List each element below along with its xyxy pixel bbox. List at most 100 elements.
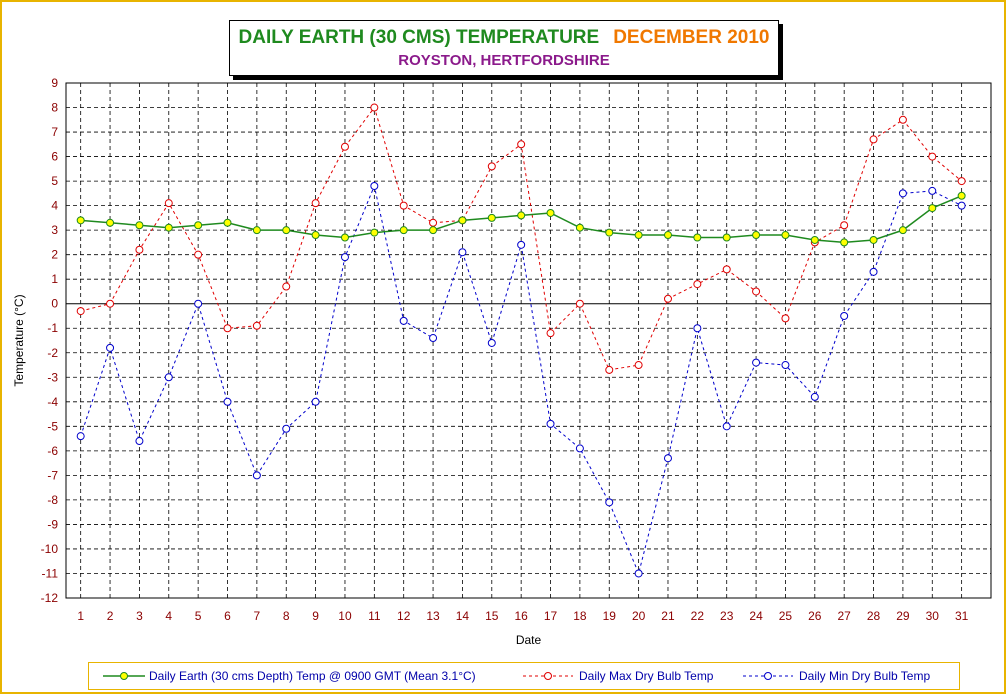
- y-tick-label: 1: [51, 272, 58, 286]
- y-tick-label: -12: [41, 591, 59, 605]
- plot-area: [66, 83, 991, 598]
- x-tick-label: 24: [749, 609, 763, 623]
- data-point-s0: [810, 235, 819, 244]
- data-point-s2: [106, 343, 115, 352]
- x-tick-label: 31: [955, 609, 969, 623]
- data-point-s1: [693, 280, 702, 289]
- chart-title-box: DAILY EARTH (30 CMS) TEMPERATURE DECEMBER…: [229, 20, 779, 76]
- data-point-s1: [722, 265, 731, 274]
- y-tick-label: 7: [51, 125, 58, 139]
- data-point-s2: [546, 419, 555, 428]
- legend-swatch-min: [743, 672, 793, 680]
- x-tick-label: 14: [456, 609, 470, 623]
- x-tick-label: 19: [603, 609, 617, 623]
- legend-swatch-earth: [103, 672, 145, 680]
- x-tick-label: 6: [224, 609, 231, 623]
- data-point-s2: [311, 397, 320, 406]
- legend-swatch-max: [523, 672, 573, 680]
- data-point-s2: [898, 189, 907, 198]
- data-point-s2: [517, 240, 526, 249]
- data-point-s0: [76, 216, 85, 225]
- data-point-s1: [840, 221, 849, 230]
- x-tick-label: 30: [926, 609, 940, 623]
- data-point-s0: [869, 235, 878, 244]
- y-tick-label: 9: [51, 76, 58, 90]
- x-tick-label: 22: [691, 609, 705, 623]
- y-tick-label: -2: [47, 346, 58, 360]
- x-tick-label: 2: [107, 609, 114, 623]
- x-tick-label: 27: [837, 609, 851, 623]
- chart-title-date: DECEMBER 2010: [613, 27, 770, 48]
- data-point-s1: [223, 324, 232, 333]
- data-point-s2: [605, 498, 614, 507]
- data-point-s2: [752, 358, 761, 367]
- data-point-s2: [458, 248, 467, 257]
- legend-item-earth: Daily Earth (30 cms Depth) Temp @ 0900 G…: [99, 663, 519, 689]
- y-tick-label: -11: [42, 566, 59, 580]
- x-tick-label: 25: [779, 609, 793, 623]
- data-point-s1: [340, 142, 349, 151]
- data-point-s0: [957, 191, 966, 200]
- y-tick-label: -5: [47, 419, 58, 433]
- data-point-s2: [840, 311, 849, 320]
- x-tick-label: 3: [136, 609, 143, 623]
- data-point-s2: [869, 267, 878, 276]
- chart-title: DAILY EARTH (30 CMS) TEMPERATURE: [238, 27, 600, 48]
- data-point-s1: [164, 199, 173, 208]
- legend-label-max: Daily Max Dry Bulb Temp: [579, 669, 714, 683]
- data-point-s0: [752, 231, 761, 240]
- data-point-s1: [76, 307, 85, 316]
- x-tick-label: 8: [283, 609, 290, 623]
- data-point-s1: [546, 329, 555, 338]
- x-tick-label: 13: [426, 609, 440, 623]
- data-point-s2: [370, 182, 379, 190]
- x-tick-label: 23: [720, 609, 734, 623]
- data-point-s1: [399, 201, 408, 210]
- data-point-s0: [458, 216, 467, 225]
- y-tick-label: -4: [47, 395, 58, 409]
- y-tick-label: 8: [51, 101, 58, 115]
- data-point-s1: [194, 250, 203, 259]
- y-tick-label: 6: [51, 150, 58, 164]
- x-axis-label: Date: [516, 633, 542, 647]
- y-tick-label: -7: [47, 468, 58, 482]
- data-point-s1: [663, 294, 672, 303]
- data-point-s0: [693, 233, 702, 242]
- data-point-s2: [399, 316, 408, 325]
- data-point-s2: [223, 397, 232, 406]
- data-point-s2: [340, 253, 349, 262]
- x-tick-label: 20: [632, 609, 646, 623]
- data-point-s2: [722, 422, 731, 431]
- data-point-s2: [252, 471, 261, 480]
- data-point-s2: [135, 437, 144, 446]
- x-tick-label: 21: [661, 609, 675, 623]
- data-point-s0: [517, 211, 526, 220]
- data-point-s0: [252, 226, 261, 235]
- data-point-s0: [399, 226, 408, 235]
- data-point-s0: [663, 231, 672, 240]
- y-tick-label: -3: [47, 370, 58, 384]
- data-point-s0: [282, 226, 291, 235]
- x-tick-label: 29: [896, 609, 910, 623]
- y-tick-label: 0: [51, 297, 58, 311]
- data-point-s1: [282, 282, 291, 291]
- x-tick-label: 26: [808, 609, 822, 623]
- y-axis-label: Temperature (°C): [12, 294, 26, 386]
- data-point-s1: [487, 162, 496, 171]
- data-point-s2: [634, 569, 643, 578]
- y-tick-label: 4: [51, 199, 58, 213]
- x-tick-label: 4: [165, 609, 172, 623]
- data-point-s1: [106, 299, 115, 308]
- data-point-s2: [810, 392, 819, 401]
- x-tick-label: 12: [397, 609, 411, 623]
- x-tick-label: 9: [312, 609, 319, 623]
- data-point-s1: [311, 199, 320, 208]
- plot-border: [65, 82, 992, 599]
- y-tick-label: -1: [47, 321, 58, 335]
- data-point-s1: [634, 361, 643, 370]
- y-tick-label: 2: [51, 248, 58, 262]
- data-point-s0: [340, 233, 349, 242]
- x-tick-label: 16: [514, 609, 528, 623]
